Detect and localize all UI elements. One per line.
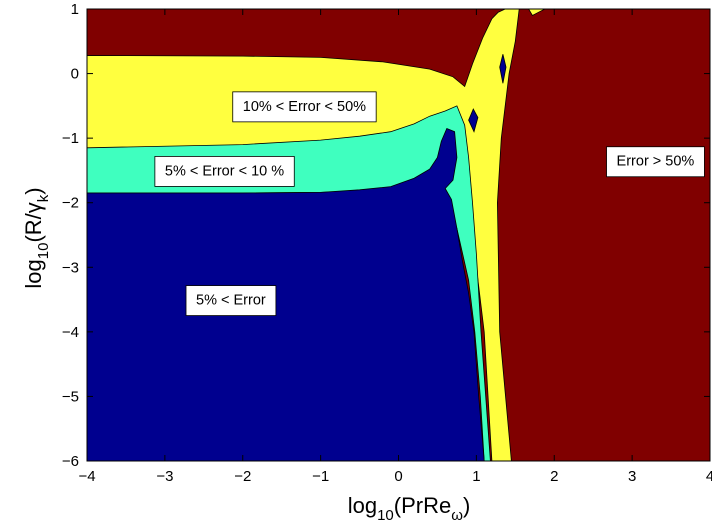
- x-tick-label: 1: [472, 468, 480, 485]
- y-tick-label: −6: [62, 453, 79, 470]
- x-tick-label: −3: [156, 468, 173, 485]
- region-label-box: [232, 91, 377, 123]
- y-tick-label: −4: [62, 324, 79, 341]
- plot-area: [86, 8, 710, 462]
- region-label-text: 5% < Error < 10 %: [165, 163, 284, 179]
- region-error-lt-5: [86, 127, 485, 462]
- x-tick-label: −1: [312, 468, 329, 485]
- y-tick-label: −1: [62, 130, 79, 147]
- x-axis-label: log10(PrReω): [348, 493, 471, 524]
- island-error-lt-5-a: [468, 108, 479, 133]
- region-label-text: 5% < Error: [196, 293, 266, 309]
- y-tick-label: 0: [71, 66, 79, 83]
- region-labels: 5% < Error 5% < Error < 10 % 10% < Error <…: [154, 91, 705, 316]
- x-tick-label: −4: [78, 468, 95, 485]
- region-label-error-lt-5: 5% < Error: [185, 285, 277, 316]
- x-tick-label: 0: [394, 468, 402, 485]
- region-label-error-5-10: 5% < Error < 10 %: [154, 156, 295, 187]
- region-label-box: [154, 156, 295, 187]
- y-tick-label: −3: [62, 259, 79, 276]
- y-tick-label: 1: [71, 1, 79, 18]
- x-tick-label: 3: [628, 468, 636, 485]
- region-label-text: Error > 50%: [617, 154, 695, 170]
- x-ticks: −4 −3 −2 −1 0 1 2 3 4: [78, 9, 712, 485]
- region-label-box: [185, 285, 277, 316]
- x-tick-label: 2: [550, 468, 558, 485]
- region-label-error-10-50: 10% < Error < 50%: [232, 91, 377, 123]
- x-tick-label: 4: [706, 468, 712, 485]
- y-tick-label: −5: [62, 388, 79, 405]
- x-tick-label: −2: [234, 468, 251, 485]
- y-tick-label: −2: [62, 195, 79, 212]
- island-error-lt-5-b: [499, 54, 507, 84]
- y-ticks: −6 −5 −4 −3 −2 −1 0 1: [62, 1, 710, 470]
- region-label-error-gt-50: Error > 50%: [606, 146, 705, 178]
- region-label-box: [606, 146, 705, 178]
- y-axis-label: log10(R/γk): [21, 187, 52, 288]
- region-label-text: 10% < Error < 50%: [243, 99, 366, 115]
